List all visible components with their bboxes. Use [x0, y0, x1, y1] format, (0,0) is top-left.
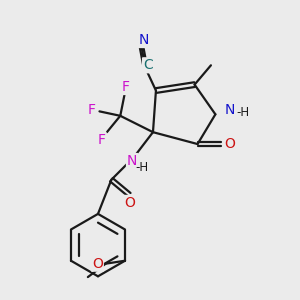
Text: -H: -H [135, 161, 148, 174]
Text: F: F [87, 103, 95, 117]
Text: O: O [92, 257, 103, 271]
Text: N: N [138, 33, 148, 47]
Text: N: N [127, 154, 137, 168]
Text: F: F [121, 80, 129, 94]
Text: O: O [224, 137, 235, 151]
Text: C: C [143, 58, 153, 72]
Text: -H: -H [236, 106, 249, 119]
Text: O: O [124, 196, 135, 210]
Text: F: F [98, 133, 106, 147]
Text: N: N [225, 103, 236, 117]
